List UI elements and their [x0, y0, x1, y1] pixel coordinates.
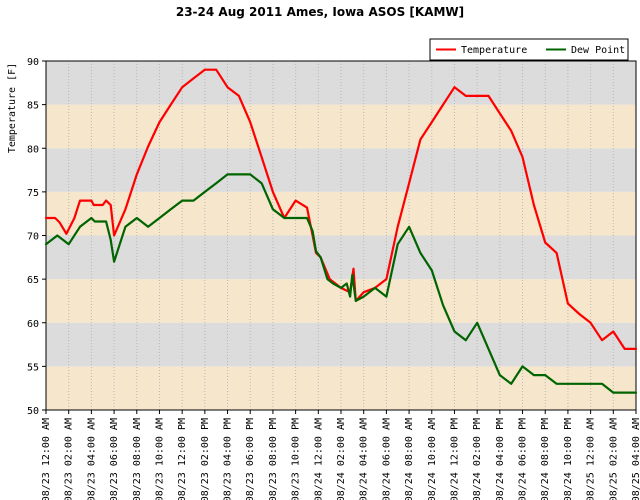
x-tick-label: 08/23 12:00 PM: [177, 418, 188, 500]
x-tick-label: 08/23 04:00 AM: [86, 418, 97, 500]
x-tick-label: 08/23 08:00 PM: [268, 418, 279, 500]
background-band: [46, 235, 636, 280]
x-tick-label: 08/24 12:00 PM: [449, 418, 460, 500]
chart-title: 23-24 Aug 2011 Ames, Iowa ASOS [KAMW]: [176, 5, 464, 19]
x-tick-label: 08/24 06:00 AM: [381, 418, 392, 500]
x-tick-label: 08/24 08:00 PM: [540, 418, 551, 500]
x-tick-label: 08/25 04:00 AM: [631, 418, 640, 500]
x-tick-label: 08/23 12:00 AM: [41, 418, 52, 500]
x-tick-label: 08/24 10:00 AM: [427, 418, 438, 500]
x-tick-label: 08/23 10:00 AM: [154, 418, 165, 500]
x-tick-label: 08/23 02:00 PM: [200, 418, 211, 500]
y-tick-label: 75: [27, 188, 39, 199]
x-tick-label: 08/23 04:00 PM: [223, 418, 234, 500]
legend-temperature-label: Temperature: [461, 45, 527, 56]
y-axis-ticks: 50 55 60 65 70 75 80 85 90: [27, 57, 46, 417]
x-tick-label: 08/23 10:00 PM: [291, 418, 302, 500]
x-tick-label: 08/24 04:00 AM: [359, 418, 370, 500]
legend: Temperature Dew Point: [429, 38, 629, 61]
legend-dewpoint-label: Dew Point: [571, 45, 625, 56]
background-band: [46, 322, 636, 367]
background-band: [46, 191, 636, 236]
y-tick-label: 55: [27, 362, 39, 373]
x-tick-label: 08/23 02:00 AM: [64, 418, 75, 500]
legend-box: [429, 38, 629, 61]
x-tick-label: 08/25 12:00 AM: [586, 418, 597, 500]
y-tick-label: 70: [27, 232, 39, 243]
y-tick-label: 60: [27, 319, 39, 330]
x-tick-label: 08/24 06:00 PM: [518, 418, 529, 500]
x-axis-ticks: 08/23 12:00 AM 08/23 02:00 AM 08/23 04:00 …: [41, 410, 640, 500]
x-tick-label: 08/24 12:00 AM: [313, 418, 324, 500]
x-tick-label: 08/24 04:00 PM: [495, 418, 506, 500]
x-tick-label: 08/24 10:00 PM: [563, 418, 574, 500]
y-tick-label: 65: [27, 275, 39, 286]
dew-point-line: [44, 173, 638, 394]
y-tick-label: 90: [27, 57, 39, 68]
x-tick-label: 08/23 06:00 AM: [109, 418, 120, 500]
y-tick-label: 80: [27, 144, 39, 155]
background-band: [46, 104, 636, 149]
x-tick-label: 08/24 02:00 AM: [336, 418, 347, 500]
x-tick-label: 08/23 06:00 PM: [245, 418, 256, 500]
series-lines: [44, 68, 638, 394]
x-tick-label: 08/24 08:00 AM: [404, 418, 415, 500]
y-tick-label: 85: [27, 101, 39, 112]
y-axis-label: Temperature [F]: [7, 63, 18, 153]
gridlines: [45, 61, 637, 410]
x-tick-label: 08/23 08:00 AM: [132, 418, 143, 500]
x-tick-label: 08/25 02:00 AM: [608, 418, 619, 500]
y-tick-label: 50: [27, 406, 39, 417]
x-tick-label: 08/24 02:00 PM: [472, 418, 483, 500]
